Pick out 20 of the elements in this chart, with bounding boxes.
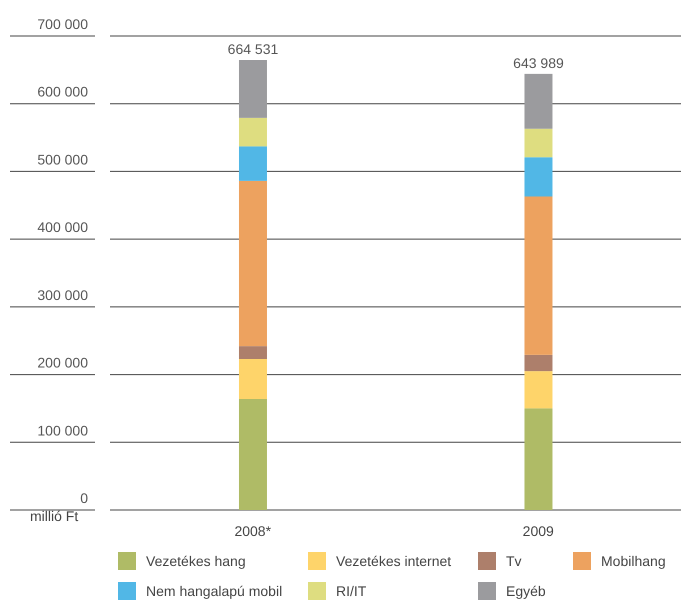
legend-label: Tv: [506, 553, 522, 569]
legend-label: Egyéb: [506, 583, 546, 599]
y-tick-label: 600 000: [37, 84, 88, 100]
legend-label: Vezetékes internet: [336, 553, 452, 569]
y-tick-label: 700 000: [37, 16, 88, 32]
y-tick-label: 0: [80, 490, 88, 506]
legend-label: Nem hangalapú mobil: [146, 583, 282, 599]
y-axis-title: millió Ft: [30, 508, 78, 524]
legend-label: RI/IT: [336, 583, 366, 599]
total-label: 643 989: [513, 54, 564, 71]
x-tick-label: 2009: [522, 522, 554, 539]
y-tick-label: 400 000: [37, 219, 88, 236]
y-tick-label: 100 000: [37, 422, 88, 438]
y-tick-label: 200 000: [37, 354, 88, 371]
x-tick-label: 2008*: [234, 522, 272, 539]
y-tick-label: 500 000: [37, 151, 88, 168]
y-tick-label: 300 000: [37, 286, 88, 303]
total-label: 664 531: [228, 41, 278, 58]
legend-label: Vezetékes hang: [146, 553, 246, 569]
legend-label: Mobilhang: [601, 553, 666, 569]
